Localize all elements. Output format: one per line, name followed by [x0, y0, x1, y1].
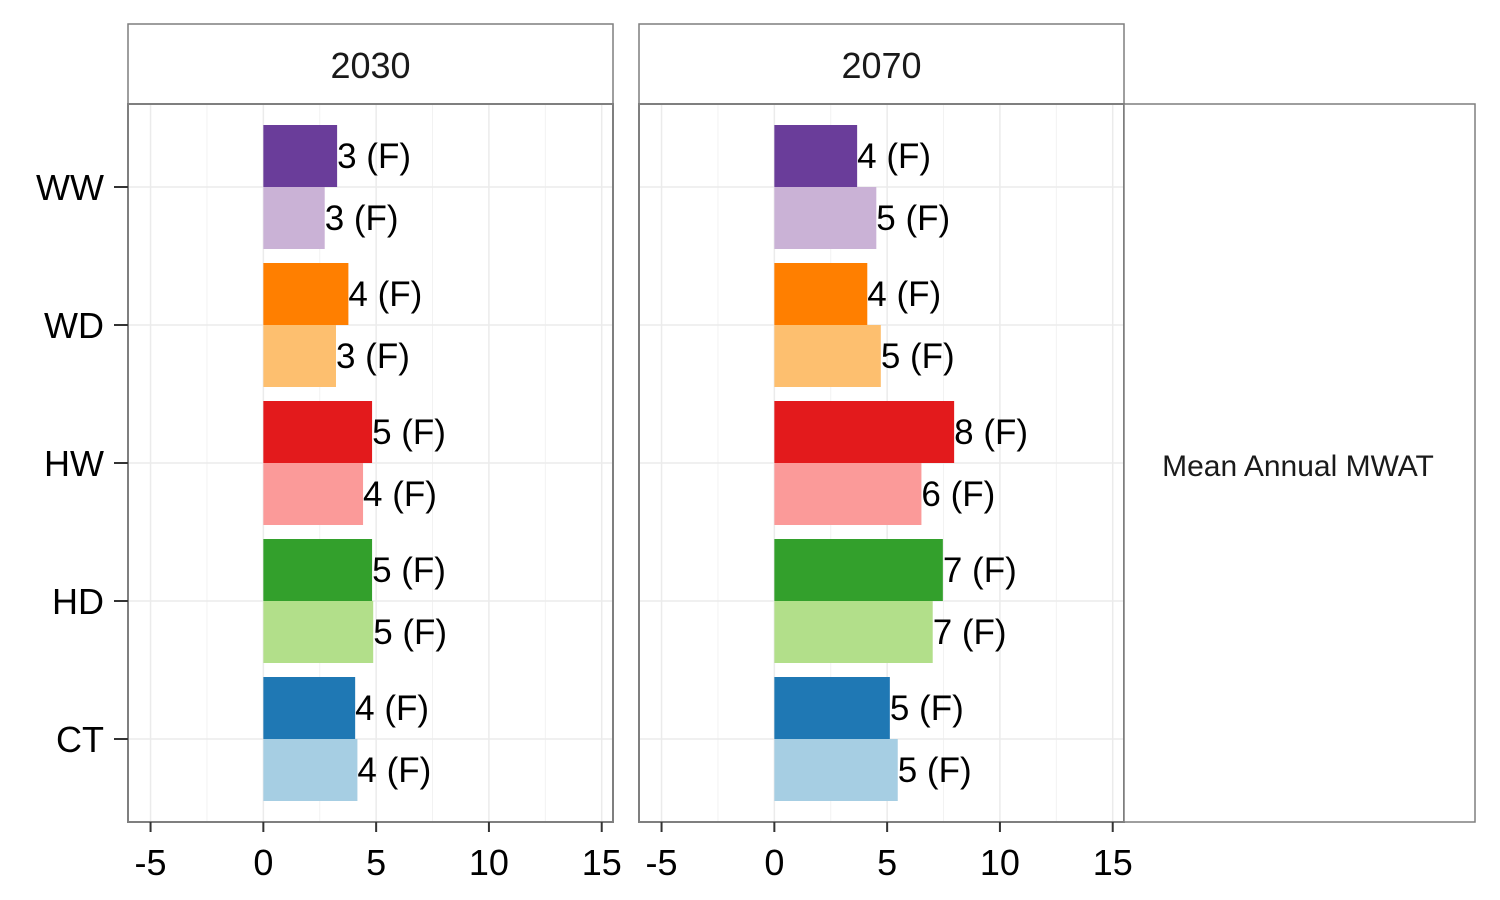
x-tick-label: 5 [877, 842, 897, 883]
y-tick-label-hd: HD [52, 581, 104, 622]
y-axis: WW WD HW HD CT [36, 167, 128, 760]
bar-ct-2 [774, 739, 898, 801]
bar-wd-2 [263, 325, 336, 387]
facet-strip [127, 23, 614, 105]
bar-ct-1 [774, 677, 890, 739]
data-label: 3 (F) [337, 137, 411, 176]
side-panel-box [1123, 103, 1476, 823]
data-label: 4 (F) [355, 689, 429, 728]
bar-ct-1 [263, 677, 356, 739]
data-label: 5 (F) [372, 413, 446, 452]
data-label: 5 (F) [881, 337, 955, 376]
bar-hw-1 [774, 401, 955, 463]
x-tick-label: 10 [980, 842, 1020, 883]
bar-wd-1 [263, 263, 349, 325]
bar-hd-1 [774, 539, 943, 601]
data-label: 3 (F) [325, 199, 399, 238]
bar-ww-1 [774, 125, 858, 187]
data-label: 5 (F) [373, 613, 447, 652]
data-label: 5 (F) [372, 551, 446, 590]
data-label: 4 (F) [363, 475, 437, 514]
facet-2070: 2070 4 (F) 5 (F) 4 (F) 5 (F) 8 (F) 6 (F) 7 (F) 7… [638, 23, 1133, 883]
data-label: 4 (F) [348, 275, 422, 314]
x-tick-label: 5 [366, 842, 386, 883]
data-label: 4 (F) [357, 751, 431, 790]
facet-title: 2070 [841, 45, 921, 86]
data-label: 8 (F) [954, 413, 1028, 452]
bar-ww-2 [774, 187, 877, 249]
bar-hw-1 [263, 401, 373, 463]
bar-hd-1 [263, 539, 373, 601]
data-label: 4 (F) [857, 137, 931, 176]
side-panel-label: Mean Annual MWAT [1162, 450, 1434, 483]
data-label: 5 (F) [890, 689, 964, 728]
y-tick-label-ct: CT [56, 719, 104, 760]
x-tick-label: 10 [469, 842, 509, 883]
y-tick-label-hw: HW [44, 443, 104, 484]
facet-panels: 2030 3 (F) 3 (F) 4 (F) 3 (F) 5 (F) 4 (F) 5 (F) 5… [127, 23, 1133, 883]
data-label: 5 (F) [876, 199, 950, 238]
bar-ww-1 [263, 125, 338, 187]
bar-hd-2 [774, 601, 933, 663]
x-tick-label: 15 [1093, 842, 1133, 883]
bar-wd-1 [774, 263, 868, 325]
x-tick-label: -5 [135, 842, 167, 883]
bar-hw-2 [263, 463, 364, 525]
x-tick-label: -5 [646, 842, 678, 883]
y-tick-label-wd: WD [44, 305, 104, 346]
data-label: 6 (F) [921, 475, 995, 514]
data-label: 4 (F) [867, 275, 941, 314]
bar-wd-2 [774, 325, 881, 387]
facet-strip [638, 23, 1125, 105]
data-label: 5 (F) [898, 751, 972, 790]
side-panel: Mean Annual MWAT [1123, 103, 1476, 823]
bar-hw-2 [774, 463, 922, 525]
data-label: 7 (F) [943, 551, 1017, 590]
x-tick-label: 15 [582, 842, 622, 883]
data-label: 3 (F) [336, 337, 410, 376]
bar-hd-2 [263, 601, 374, 663]
x-tick-label: 0 [253, 842, 273, 883]
bar-ww-2 [263, 187, 325, 249]
bar-ct-2 [263, 739, 358, 801]
data-label: 7 (F) [933, 613, 1007, 652]
facet-2030: 2030 3 (F) 3 (F) 4 (F) 3 (F) 5 (F) 4 (F) 5 (F) 5… [127, 23, 622, 883]
x-tick-label: 0 [764, 842, 784, 883]
y-tick-label-ww: WW [36, 167, 104, 208]
facet-title: 2030 [330, 45, 410, 86]
